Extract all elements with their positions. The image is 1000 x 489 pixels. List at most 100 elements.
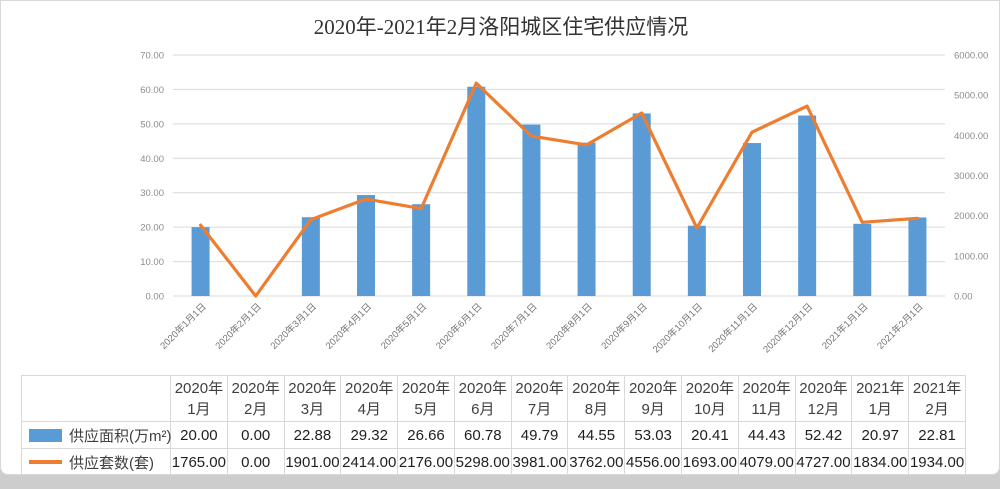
- table-value-cell: 1934.00: [908, 448, 966, 476]
- left-axis-tick: 0.00: [146, 292, 165, 303]
- gridlines: [173, 54, 945, 297]
- table-value-cell: 20.41: [681, 421, 739, 449]
- table-month-header: 2020年 5月: [397, 375, 455, 422]
- table-value-cell: 26.66: [397, 421, 455, 449]
- x-axis-label: 2020年10月1日: [650, 301, 705, 356]
- table-value-cell: 0.00: [226, 421, 285, 449]
- table-month-header: 2020年 12月: [794, 375, 853, 422]
- table-value-cell: 44.43: [737, 421, 796, 449]
- x-axis-label: 2020年8月1日: [544, 301, 595, 352]
- data-table: 2020年 1月 2020年 2月 2020年 3月 2020年 4月 2020年 5月 2020年…: [21, 375, 966, 476]
- x-axis-label: 2020年12月1日: [760, 301, 815, 356]
- supply-area-bar: [908, 217, 927, 296]
- table-value-cell: 1901.00: [283, 448, 342, 476]
- line-series: [198, 81, 920, 298]
- bar-series: [191, 86, 927, 297]
- table-month-header: 2020年 2月: [226, 375, 285, 422]
- table-value-cell: 53.03: [624, 421, 683, 449]
- table-value-cell: 2176.00: [397, 448, 455, 476]
- page-background-strip: [0, 475, 1000, 489]
- legend-column-spacer: [21, 375, 171, 422]
- table-month-header: 2020年 9月: [624, 375, 683, 422]
- right-axis-tick: 1000.00: [954, 251, 988, 262]
- supply-area-bar: [191, 227, 210, 296]
- table-month-header: 2020年 3月: [283, 375, 342, 422]
- table-value-cell: 52.42: [794, 421, 853, 449]
- x-axis-label: 2020年9月1日: [599, 301, 650, 352]
- series-legend-cell: 供应套数(套): [21, 448, 171, 476]
- table-month-header: 2021年 2月: [908, 375, 966, 422]
- series-legend-label: 供应面积(万m²): [69, 427, 172, 445]
- x-axis-label: 2020年11月1日: [706, 301, 760, 355]
- x-axis-label: 2020年2月1日: [213, 301, 264, 352]
- table-month-header: 2020年 7月: [510, 375, 569, 422]
- line-legend-icon: [29, 460, 62, 464]
- series-legend-cell: 供应面积(万m²): [21, 421, 172, 449]
- table-value-cell: 3981.00: [510, 448, 569, 476]
- table-value-cell: 22.88: [283, 421, 342, 449]
- table-value-cell: 4079.00: [737, 448, 796, 476]
- table-month-header: 2020年 11月: [737, 375, 796, 422]
- table-value-cell: 29.32: [340, 421, 399, 449]
- x-axis-label: 2020年4月1日: [323, 301, 374, 352]
- table-value-cell: 20.97: [851, 421, 910, 449]
- supply-area-bar: [412, 204, 431, 296]
- data-table-region: 2020年 1月 2020年 2月 2020年 3月 2020年 4月 2020年 5月 2020年…: [21, 375, 966, 476]
- right-axis-tick: 2000.00: [954, 211, 988, 222]
- bar-legend-icon: [29, 428, 62, 442]
- left-axis-tick: 10.00: [140, 257, 164, 268]
- table-value-cell: 5298.00: [453, 448, 512, 476]
- table-row: 供应面积(万m²) 20.00 0.00 22.88 29.32 26.66 60.78 49…: [21, 421, 966, 449]
- right-axis-tick: 6000.00: [954, 51, 988, 62]
- chart-card: 2020年-2021年2月洛阳城区住宅供应情况 0.00 10.00 20.00 30…: [0, 0, 1000, 476]
- supply-area-bar: [687, 225, 706, 296]
- table-value-cell: 44.55: [567, 421, 626, 449]
- table-month-header: 2020年 8月: [567, 375, 626, 422]
- supply-area-bar: [301, 217, 320, 296]
- supply-area-bar: [853, 223, 872, 296]
- x-axis-label: 2020年6月1日: [433, 301, 484, 352]
- table-header-row: 2020年 1月 2020年 2月 2020年 3月 2020年 4月 2020年 5月 2020年…: [21, 375, 966, 422]
- table-value-cell: 1765.00: [170, 448, 228, 476]
- left-axis-tick: 40.00: [140, 154, 164, 165]
- table-month-header: 2020年 6月: [453, 375, 512, 422]
- chart-canvas: 2020年-2021年2月洛阳城区住宅供应情况 0.00 10.00 20.00 30…: [140, 15, 988, 356]
- table-value-cell: 4727.00: [794, 448, 853, 476]
- x-axis-labels: 2020年1月1日 2020年2月1日 2020年3月1日 2020年4月1日 2020…: [158, 301, 926, 356]
- table-value-cell: 3762.00: [567, 448, 626, 476]
- supply-area-bar: [632, 113, 651, 296]
- supply-area-bar: [467, 86, 486, 297]
- table-value-cell: 4556.00: [624, 448, 683, 476]
- left-axis-tick: 50.00: [140, 119, 164, 130]
- right-axis-tick: 3000.00: [954, 171, 988, 182]
- table-value-cell: 1693.00: [681, 448, 739, 476]
- table-month-header: 2020年 10月: [681, 375, 739, 422]
- table-value-cell: 0.00: [226, 448, 285, 476]
- x-axis-label: 2021年2月1日: [874, 301, 925, 352]
- supply-area-bar: [798, 115, 817, 297]
- x-axis-label: 2020年5月1日: [378, 301, 429, 352]
- right-axis-tick: 5000.00: [954, 91, 988, 102]
- left-axis-tick: 20.00: [140, 223, 164, 234]
- left-axis-tick: 70.00: [140, 51, 164, 62]
- table-value-cell: 20.00: [170, 421, 228, 449]
- chart-title: 2020年-2021年2月洛阳城区住宅供应情况: [314, 15, 689, 39]
- supply-area-bar: [577, 142, 596, 296]
- right-axis-tick-labels: 0.00 1000.00 2000.00 3000.00 4000.00 5000.00 6…: [954, 51, 988, 303]
- supply-area-bar: [357, 195, 375, 296]
- x-axis-label: 2021年1月1日: [819, 301, 870, 352]
- table-value-cell: 49.79: [510, 421, 569, 449]
- series-legend-label: 供应套数(套): [69, 454, 154, 472]
- table-row: 供应套数(套) 1765.00 0.00 1901.00 2414.00 2176.00 5…: [21, 448, 966, 476]
- table-value-cell: 60.78: [453, 421, 512, 449]
- table-value-cell: 22.81: [908, 421, 966, 449]
- table-month-header: 2021年 1月: [851, 375, 910, 422]
- table-value-cell: 2414.00: [340, 448, 399, 476]
- left-axis-tick-labels: 0.00 10.00 20.00 30.00 40.00 50.00 60.00 70.00: [140, 51, 164, 303]
- supply-area-bar: [743, 143, 761, 296]
- x-axis-label: 2020年3月1日: [268, 301, 319, 352]
- supply-area-bar: [522, 124, 541, 296]
- table-value-cell: 1834.00: [851, 448, 910, 476]
- left-axis-tick: 30.00: [140, 188, 164, 199]
- right-axis-tick: 4000.00: [954, 131, 988, 142]
